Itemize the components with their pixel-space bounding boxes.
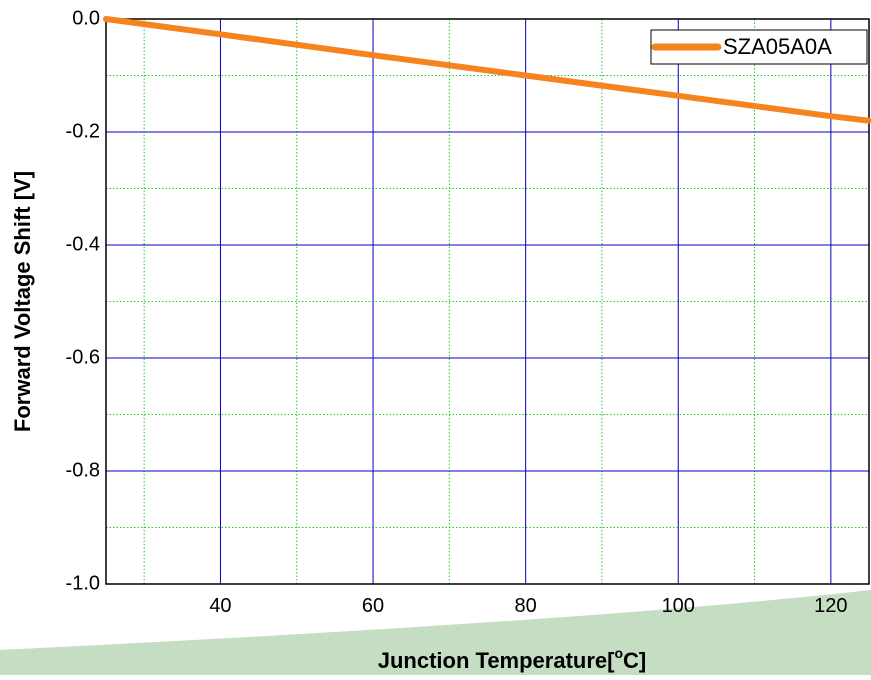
x-tick-label: 40 [209, 595, 231, 617]
x-axis-label-main: Junction Temperature[ [378, 648, 615, 673]
y-tick-label: -0.8 [66, 459, 100, 481]
x-tick-label: 100 [662, 595, 695, 617]
y-tick-label: 0.0 [72, 7, 100, 29]
x-tick-labels: 40 60 80 100 120 [209, 595, 847, 617]
legend: SZA05A0A [650, 29, 868, 65]
y-tick-label: -0.2 [66, 120, 100, 142]
decorative-green-band [0, 590, 871, 675]
y-tick-labels: 0.0 -0.2 -0.4 -0.6 -0.8 -1.0 [66, 7, 100, 594]
x-tick-label: 60 [362, 595, 384, 617]
legend-label-sza05a0a: SZA05A0A [723, 34, 832, 59]
y-tick-label: -0.6 [66, 346, 100, 368]
major-grid [106, 19, 869, 584]
minor-grid [106, 19, 869, 584]
x-tick-label: 120 [814, 595, 847, 617]
x-axis-label-tail: C] [623, 648, 646, 673]
plot-frame [105, 18, 870, 585]
y-tick-label: -1.0 [66, 572, 100, 594]
series-line-sza05a0a [103, 16, 871, 124]
x-axis-label-degree: o [614, 645, 623, 661]
x-tick-label: 80 [515, 595, 537, 617]
y-axis-label: Forward Voltage Shift [V] [10, 171, 35, 432]
series-layer [103, 16, 871, 124]
y-tick-label: -0.4 [66, 233, 100, 255]
x-axis-label: Junction Temperature[oC] [378, 645, 647, 673]
